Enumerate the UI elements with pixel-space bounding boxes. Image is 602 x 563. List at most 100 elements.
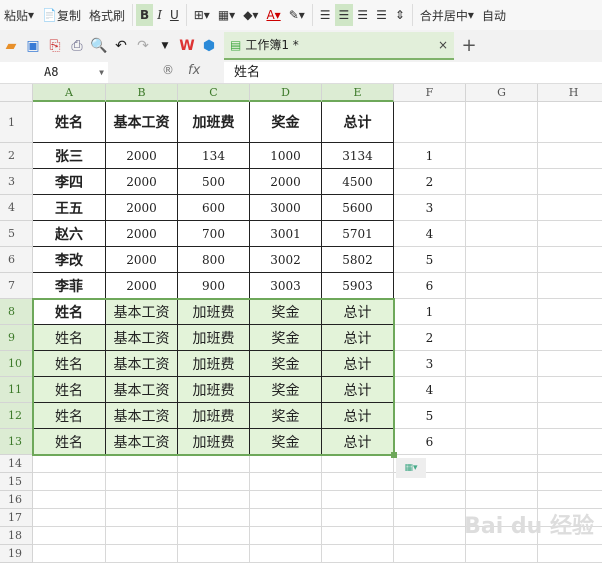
cell-B10[interactable]: 基本工资 — [106, 351, 178, 377]
cell-B8[interactable]: 基本工资 — [106, 299, 178, 325]
fill-color-icon[interactable]: ◆▾ — [243, 8, 259, 22]
row-header-3[interactable]: 3 — [0, 169, 33, 195]
cell-F13[interactable]: 6 — [394, 429, 466, 455]
cell-E14[interactable] — [322, 455, 394, 473]
cell-F7[interactable]: 6 — [394, 273, 466, 299]
cell-C3[interactable]: 500 — [178, 169, 250, 195]
column-header-C[interactable]: C — [178, 84, 250, 102]
cell-C18[interactable] — [178, 527, 250, 545]
cell-G2[interactable] — [466, 143, 538, 169]
cell-H16[interactable] — [538, 491, 602, 509]
column-header-F[interactable]: F — [394, 84, 466, 102]
cell-D17[interactable] — [250, 509, 322, 527]
cube-app-icon[interactable]: ⬢ — [202, 37, 216, 54]
cell-H11[interactable] — [538, 377, 602, 403]
cell-A19[interactable] — [33, 545, 106, 563]
formula-input[interactable]: 姓名 — [224, 62, 602, 83]
cell-F11[interactable]: 4 — [394, 377, 466, 403]
cell-H9[interactable] — [538, 325, 602, 351]
row-header-4[interactable]: 4 — [0, 195, 33, 221]
clear-format-icon[interactable]: ✎▾ — [288, 8, 305, 22]
cell-C7[interactable]: 900 — [178, 273, 250, 299]
cell-E4[interactable]: 5600 — [322, 195, 394, 221]
cell-F6[interactable]: 5 — [394, 247, 466, 273]
cell-B15[interactable] — [106, 473, 178, 491]
cell-D5[interactable]: 3001 — [250, 221, 322, 247]
align-right-icon[interactable]: ☰ — [357, 8, 369, 22]
customize-dropdown-icon[interactable]: ▼ — [161, 40, 169, 51]
cell-C14[interactable] — [178, 455, 250, 473]
cell-C5[interactable]: 700 — [178, 221, 250, 247]
cell-G1[interactable] — [466, 102, 538, 143]
cell-F18[interactable] — [394, 527, 466, 545]
row-header-5[interactable]: 5 — [0, 221, 33, 247]
cell-C11[interactable]: 加班费 — [178, 377, 250, 403]
cell-H15[interactable] — [538, 473, 602, 491]
cell-E8[interactable]: 总计 — [322, 299, 394, 325]
cell-H3[interactable] — [538, 169, 602, 195]
row-header-2[interactable]: 2 — [0, 143, 33, 169]
cell-A10[interactable]: 姓名 — [33, 351, 106, 377]
cell-A7[interactable]: 李菲 — [33, 273, 106, 299]
cell-A11[interactable]: 姓名 — [33, 377, 106, 403]
cell-H8[interactable] — [538, 299, 602, 325]
cell-B18[interactable] — [106, 527, 178, 545]
cell-C6[interactable]: 800 — [178, 247, 250, 273]
distribute-icon[interactable]: ⇕ — [394, 8, 405, 22]
cell-B1[interactable]: 基本工资 — [106, 102, 178, 143]
cell-F14[interactable] — [394, 455, 466, 473]
cell-E7[interactable]: 5903 — [322, 273, 394, 299]
italic-button[interactable]: I — [157, 8, 162, 22]
export-pdf-icon[interactable]: ⎘ — [49, 37, 61, 54]
cell-H10[interactable] — [538, 351, 602, 377]
cell-F4[interactable]: 3 — [394, 195, 466, 221]
cell-D7[interactable]: 3003 — [250, 273, 322, 299]
cell-F8[interactable]: 1 — [394, 299, 466, 325]
print-preview-icon[interactable]: 🔍 — [90, 37, 108, 54]
cell-A9[interactable]: 姓名 — [33, 325, 106, 351]
cell-C19[interactable] — [178, 545, 250, 563]
undo-icon[interactable]: ↶ — [115, 37, 127, 54]
cell-G6[interactable] — [466, 247, 538, 273]
row-header-9[interactable]: 9 — [0, 325, 33, 351]
row-header-18[interactable]: 18 — [0, 527, 33, 545]
cell-F17[interactable] — [394, 509, 466, 527]
cell-A18[interactable] — [33, 527, 106, 545]
name-box[interactable]: A8 ▼ — [0, 62, 108, 83]
column-header-D[interactable]: D — [250, 84, 322, 102]
cell-A6[interactable]: 李改 — [33, 247, 106, 273]
cell-G8[interactable] — [466, 299, 538, 325]
cell-H12[interactable] — [538, 403, 602, 429]
row-header-1[interactable]: 1 — [0, 102, 33, 143]
paste-options-icon[interactable]: ▦▾ — [396, 458, 426, 478]
cell-G9[interactable] — [466, 325, 538, 351]
cell-H13[interactable] — [538, 429, 602, 455]
cell-A8[interactable]: 姓名 — [33, 299, 106, 325]
cell-A1[interactable]: 姓名 — [33, 102, 106, 143]
cell-H2[interactable] — [538, 143, 602, 169]
cell-D12[interactable]: 奖金 — [250, 403, 322, 429]
cell-H17[interactable] — [538, 509, 602, 527]
cell-E6[interactable]: 5802 — [322, 247, 394, 273]
cell-G18[interactable] — [466, 527, 538, 545]
cell-F1[interactable] — [394, 102, 466, 143]
cell-A5[interactable]: 赵六 — [33, 221, 106, 247]
save-icon[interactable]: ▣ — [26, 37, 40, 54]
cell-H14[interactable] — [538, 455, 602, 473]
cell-D4[interactable]: 3000 — [250, 195, 322, 221]
row-header-14[interactable]: 14 — [0, 455, 33, 473]
cell-G7[interactable] — [466, 273, 538, 299]
tab-workbook1[interactable]: ▤ 工作簿1 * × — [224, 31, 454, 60]
cell-C4[interactable]: 600 — [178, 195, 250, 221]
column-header-A[interactable]: A — [33, 84, 106, 102]
align-center-icon[interactable]: ☰ — [334, 4, 354, 26]
row-header-11[interactable]: 11 — [0, 377, 33, 403]
cell-B7[interactable]: 2000 — [106, 273, 178, 299]
cell-C9[interactable]: 加班费 — [178, 325, 250, 351]
open-folder-icon[interactable]: ▰ — [5, 37, 17, 54]
cell-A15[interactable] — [33, 473, 106, 491]
new-tab-button[interactable]: + — [461, 35, 477, 56]
cell-E17[interactable] — [322, 509, 394, 527]
cell-G16[interactable] — [466, 491, 538, 509]
cell-A12[interactable]: 姓名 — [33, 403, 106, 429]
